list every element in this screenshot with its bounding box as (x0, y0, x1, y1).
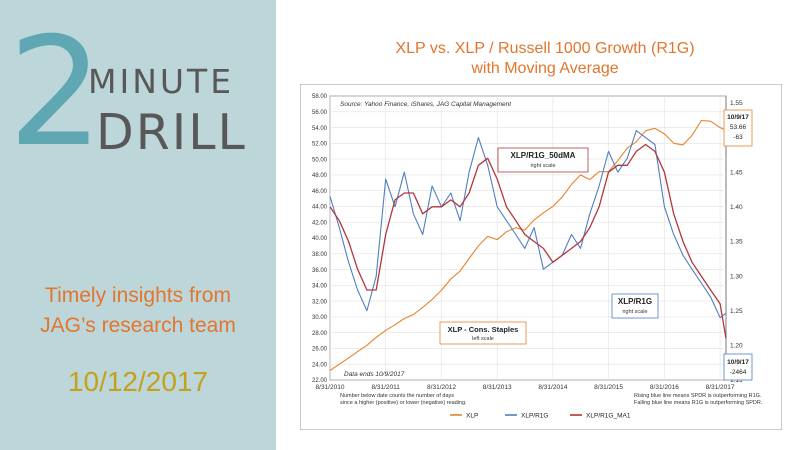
ratio-end-box (723, 353, 753, 381)
legend-label: XLP/R1G_MA1 (586, 413, 631, 420)
ratio-label-title: XLP/R1G (618, 297, 652, 306)
ma-label-title: XLP/R1G_50dMA (511, 151, 576, 160)
ratio-end-date: 10/9/17 (727, 359, 749, 366)
y-right-tick-label: 1.40 (730, 204, 743, 211)
x-tick-label: 8/31/2011 (371, 384, 400, 391)
xlp-end-value: 53.66 (730, 124, 747, 131)
y-left-tick-label: 38.00 (312, 252, 328, 258)
source-note: Source: Yahoo Finance, iShares, JAG Capi… (340, 101, 512, 108)
y-right-tick-label: 1.55 (730, 100, 743, 107)
y-left-tick-label: 28.00 (312, 331, 328, 337)
xlp-label-box (439, 321, 527, 345)
post-date: 10/12/2017 (67, 366, 209, 397)
y-left-tick-label: 50.00 (312, 157, 328, 163)
y-right-tick-label: 1.25 (730, 308, 743, 315)
footnote-left-line-1: Number below date counts the number of d… (340, 393, 454, 399)
y-left-tick-label: 52.00 (312, 142, 328, 148)
series-line-xlp (329, 119, 727, 371)
ma-label-box (497, 147, 589, 173)
x-tick-label: 8/31/2017 (706, 384, 735, 391)
x-tick-label: 8/31/2014 (538, 384, 567, 391)
xlp-end-count: -63 (733, 134, 743, 141)
data-end-note: Data ends 10/9/2017 (344, 371, 405, 378)
y-right-tick-label: 1.20 (730, 343, 743, 350)
y-left-tick-label: 56.00 (312, 110, 328, 116)
ratio-end-value: -2464 (730, 369, 747, 376)
x-tick-label: 8/31/2012 (427, 384, 456, 391)
footnote-left-line-2: since a higher (positive) or lower (nega… (340, 400, 467, 406)
logo-word-drill: DRILL (96, 104, 247, 161)
chart-title: XLP vs. XLP / Russell 1000 Growth (R1G) (395, 40, 695, 57)
tagline-line-2: JAG’s research team (40, 314, 236, 337)
legend-label: XLP (466, 413, 478, 420)
series-line-xlp-r1g-ma1 (329, 143, 727, 339)
ratio-label-box (611, 293, 659, 319)
y-left-tick-label: 46.00 (312, 189, 328, 195)
logo-numeral: 2 (8, 6, 103, 180)
chart-container: 22.00 24.00 26.00 28.00 30.00 32.00 34.00 36.00… (299, 83, 783, 431)
y-right-tick-label: 1.15 (730, 377, 743, 384)
line-chart: 22.00 24.00 26.00 28.00 30.00 32.00 34.00 36.00… (299, 83, 783, 431)
y-left-tick-label: 54.00 (312, 126, 328, 132)
y-right-tick-label: 1.45 (730, 169, 743, 176)
footnote-right-line-2: Falling blue line means R1G is outperfor… (634, 400, 763, 406)
y-left-tick-label: 36.00 (312, 268, 328, 274)
y-left-tick-label: 34.00 (312, 284, 328, 290)
xlp-end-date: 10/9/17 (727, 114, 749, 121)
y-left-tick-label: 42.00 (312, 220, 328, 226)
y-right-tick-label: 1.35 (730, 239, 743, 246)
y-left-tick-label: 48.00 (312, 173, 328, 179)
y-left-tick-label: 58.00 (312, 94, 328, 100)
y-left-tick-label: 26.00 (312, 347, 328, 353)
y-left-tick-label: 22.00 (312, 378, 328, 384)
y-left-tick-label: 30.00 (312, 315, 328, 321)
y-left-tick-label: 40.00 (312, 236, 328, 242)
y-right-tick-label: 1.30 (730, 273, 743, 280)
y-left-tick-label: 44.00 (312, 205, 328, 211)
x-tick-label: 8/31/2010 (316, 384, 345, 391)
tagline-line-1: Timely insights from (45, 284, 231, 307)
legend-label: XLP/R1G (521, 413, 548, 420)
logo-word-minute: MINUTE (88, 62, 235, 101)
footnote-right-line-1: Rising blue line means SPDR is outperfor… (634, 393, 762, 399)
x-tick-label: 8/31/2016 (650, 384, 679, 391)
x-tick-label: 8/31/2013 (483, 384, 512, 391)
y-left-tick-label: 24.00 (312, 362, 328, 368)
x-tick-label: 8/31/2015 (594, 384, 623, 391)
xlp-label-sub: left scale (472, 336, 494, 342)
ratio-label-sub: right scale (622, 309, 647, 315)
xlp-end-box (723, 109, 753, 147)
chart-subtitle: with Moving Average (471, 60, 619, 77)
xlp-label-title: XLP - Cons. Staples (448, 325, 519, 334)
brand-panel: 2 MINUTE DRILL Timely insights from JAG’… (0, 0, 276, 450)
ma-label-sub: right scale (530, 163, 555, 169)
y-left-tick-label: 32.00 (312, 299, 328, 305)
